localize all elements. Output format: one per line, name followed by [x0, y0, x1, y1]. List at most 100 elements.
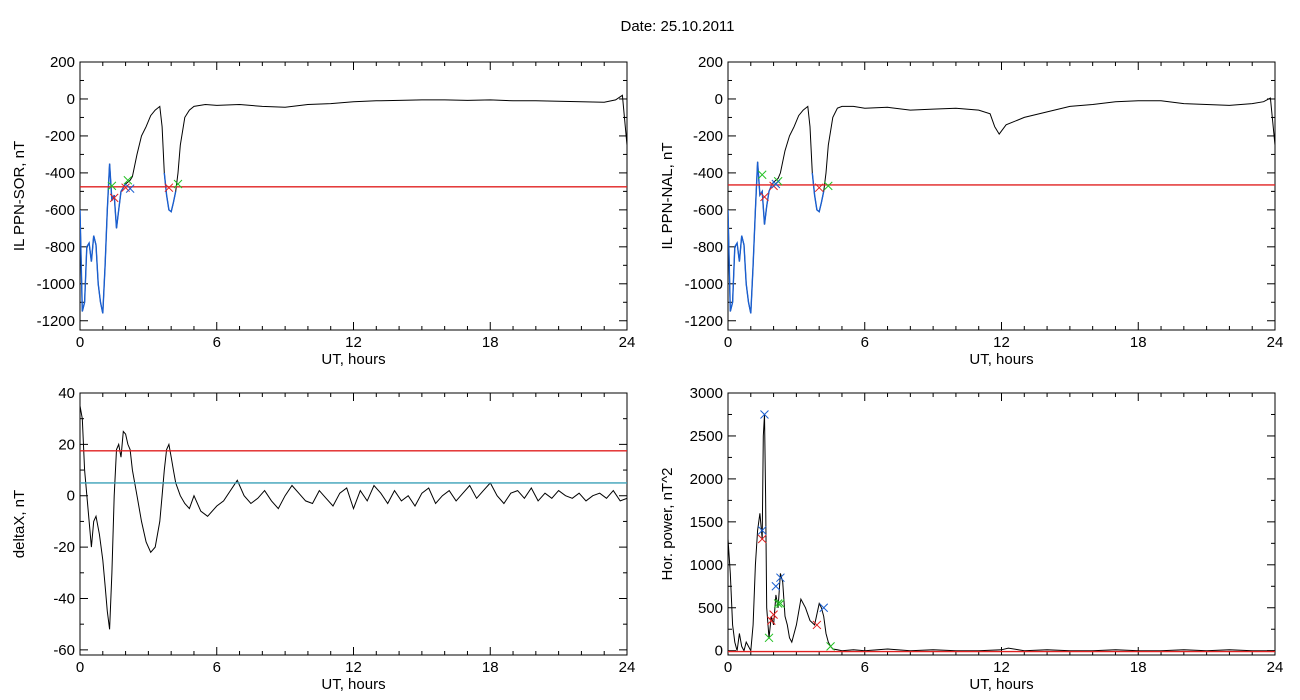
panel-3-ytick-label: 40 — [58, 385, 75, 402]
panel-2-ytick-label: 200 — [698, 54, 723, 71]
panel-4-xtick-label: 24 — [1267, 659, 1284, 676]
panel-2-xtick-label: 0 — [724, 334, 732, 351]
panel-4-marker — [764, 633, 774, 643]
panel-1-marker — [164, 183, 174, 193]
panel-2-data — [728, 97, 1275, 314]
panel-3-ytick-label: 0 — [67, 488, 75, 505]
panel-2-xtick-label: 24 — [1267, 334, 1284, 351]
panel-2-marker — [760, 192, 769, 202]
panel-1-data — [80, 94, 627, 314]
panel-4-marker-stroke — [766, 616, 776, 625]
panel-3-ytick-label: 20 — [58, 436, 75, 453]
panel-1-ytick-label: 0 — [67, 91, 75, 108]
panel-4-marker — [757, 526, 767, 535]
panel-1-xtick-label: 0 — [76, 334, 84, 351]
panel-4-marker-stroke — [773, 599, 783, 608]
panel-4-data — [728, 410, 1275, 653]
panel-2-marker-stroke — [814, 183, 824, 193]
panel-2-ytick-label: -1000 — [685, 276, 723, 293]
panel-2-xtick-label: 18 — [1130, 334, 1147, 351]
panel-4-marker — [769, 610, 778, 619]
panel-1-marker-stroke — [107, 181, 117, 191]
panel-4-marker-stroke — [776, 573, 785, 583]
panel-4-marker-stroke — [771, 581, 781, 591]
panel-4-marker-stroke — [812, 620, 822, 630]
panel-4-marker — [826, 642, 835, 651]
panel-4-xtick-label: 6 — [861, 659, 869, 676]
panel-1-marker — [107, 181, 117, 191]
panel-2-marker — [771, 179, 781, 189]
panel-3-series-line — [80, 405, 627, 630]
panel-2-ytick-label: -200 — [693, 128, 723, 145]
panel-4-marker — [760, 410, 769, 419]
panel-4-marker-stroke — [764, 633, 774, 643]
panel-3: 0 6 12 18 24 40 20 0 -20 -40 -60 UT, hours deltaX, n… — [11, 385, 635, 693]
panel-3-xtick-label: 0 — [76, 659, 84, 676]
panel-3-data — [80, 405, 627, 630]
panel-3-xtick-label: 6 — [213, 659, 221, 676]
panel-4-marker — [776, 573, 785, 583]
panel-2: 0 6 12 18 24 200 0 -200 -400 -600 -800 -1000 -1200 UT… — [659, 54, 1283, 368]
panel-2-ytick-label: -1200 — [685, 313, 723, 330]
panel-3-ylabel: deltaX, nT — [11, 490, 28, 558]
panel-2-marker-stroke — [760, 192, 769, 202]
panel-1-marker-stroke — [109, 193, 119, 203]
panel-1-marker-stroke — [125, 184, 135, 193]
panel-2-marker-stroke — [757, 170, 767, 180]
panel-4-marker-stroke — [819, 603, 829, 613]
panel-1-xtick-label: 12 — [345, 334, 362, 351]
panel-1-series-line — [80, 94, 627, 314]
panel-3-xlabel: UT, hours — [321, 676, 385, 693]
panel-4-ylabel: Hor. power, nT^2 — [659, 468, 676, 581]
panel-2-xtick-label: 12 — [993, 334, 1010, 351]
panel-4-marker — [757, 534, 767, 544]
panel-4: 0 6 12 18 24 3000 2500 2000 1500 1000 500 0 UT, hour… — [659, 385, 1283, 693]
panel-4-xtick-label: 0 — [724, 659, 732, 676]
panel-1-xtick-label: 18 — [482, 334, 499, 351]
panel-4-series-line — [728, 414, 1275, 653]
panel-3-frame — [79, 392, 628, 656]
panel-4-ytick-label: 1500 — [690, 514, 723, 531]
panel-4-marker-stroke — [769, 610, 778, 619]
panel-1-marker — [123, 175, 133, 185]
panel-4-marker — [812, 620, 822, 630]
panel-1-xlabel: UT, hours — [321, 351, 385, 368]
panel-1-ytick-label: -1200 — [37, 313, 75, 330]
panel-4-ytick-label: 1000 — [690, 557, 723, 574]
panel-1-marker-stroke — [123, 175, 133, 185]
panel-1-xtick-label: 24 — [619, 334, 636, 351]
panel-2-ytick-label: -400 — [693, 165, 723, 182]
panel-1-marker — [109, 193, 119, 203]
panel-1-marker-stroke — [164, 183, 174, 193]
panel-4-marker — [771, 581, 781, 591]
panel-1: 0 6 12 18 24 200 0 -200 -400 -600 -800 -1000 -1200 UT… — [11, 54, 635, 368]
panel-1-marker-stroke — [173, 179, 183, 189]
panel-2-ytick-label: -600 — [693, 202, 723, 219]
panel-4-ytick-label: 500 — [698, 600, 723, 617]
panel-2-xlabel: UT, hours — [969, 351, 1033, 368]
panel-4-xlabel: UT, hours — [969, 676, 1033, 693]
panel-2-series-line — [728, 161, 775, 314]
panel-4-frame — [727, 392, 1276, 656]
panel-4-marker — [819, 603, 829, 613]
panel-1-series-line — [80, 163, 127, 314]
panel-2-ytick-label: 0 — [715, 91, 723, 108]
panel-4-ytick-label: 0 — [715, 643, 723, 660]
panel-3-xtick-label: 24 — [619, 659, 636, 676]
panel-2-ytick-label: -800 — [693, 239, 723, 256]
panel-1-ytick-label: -400 — [45, 165, 75, 182]
panel-2-marker-stroke — [823, 181, 833, 191]
panel-1-series-line — [163, 172, 177, 213]
panel-4-xtick-label: 18 — [1130, 659, 1147, 676]
panel-1-ytick-label: -600 — [45, 202, 75, 219]
panel-2-series-line — [811, 172, 825, 213]
panel-4-marker-stroke — [757, 534, 767, 544]
panel-4-marker-stroke — [760, 410, 769, 419]
panel-4-marker-stroke — [757, 526, 767, 535]
panel-2-series-line — [728, 97, 1275, 314]
panel-4-xtick-label: 12 — [993, 659, 1010, 676]
panel-1-ytick-label: 200 — [50, 54, 75, 71]
panel-1-ylabel: IL PPN-SOR, nT — [11, 141, 28, 251]
panel-4-marker-stroke — [776, 599, 785, 608]
panel-3-xtick-label: 18 — [482, 659, 499, 676]
